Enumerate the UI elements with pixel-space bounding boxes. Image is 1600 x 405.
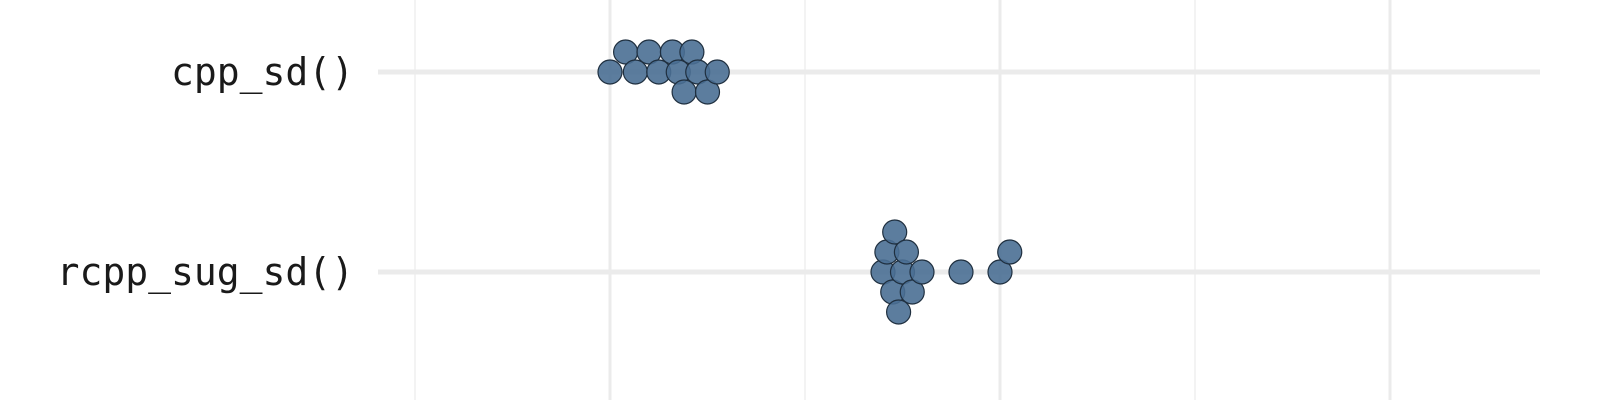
y-tick-label: cpp_sd() [171, 50, 354, 95]
data-point [694, 79, 721, 105]
data-point [909, 259, 935, 285]
data-point [987, 259, 1013, 285]
data-point [882, 219, 908, 245]
data-point [597, 59, 623, 85]
data-point [893, 239, 920, 265]
data-point [671, 79, 697, 105]
data-point [622, 59, 648, 85]
data-point [948, 259, 974, 285]
data-point [899, 279, 925, 305]
data-point [704, 59, 730, 85]
points [597, 39, 1023, 325]
category-labels: cpp_sd() rcpp_sug_sd() [57, 50, 354, 295]
data-point [997, 239, 1023, 265]
y-tick-label: rcpp_sug_sd() [57, 250, 354, 295]
data-point [885, 299, 912, 325]
grid [378, 0, 1540, 400]
